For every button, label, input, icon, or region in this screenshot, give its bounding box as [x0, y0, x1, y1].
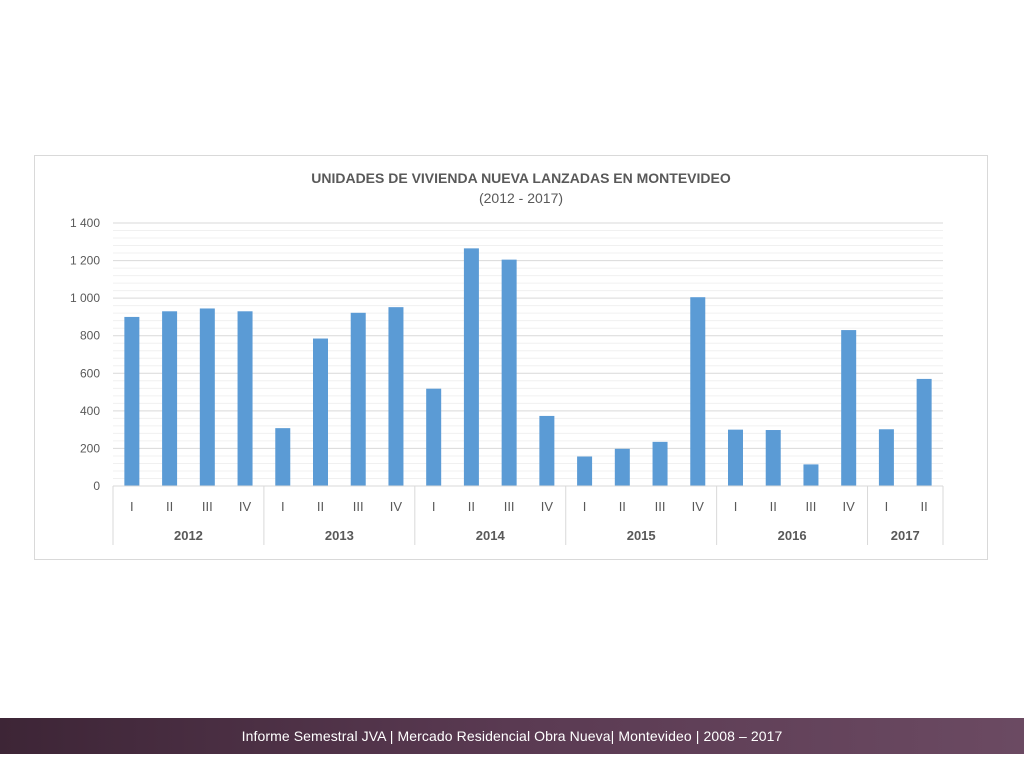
x-tick-label-quarter: I — [583, 499, 587, 514]
bar — [388, 307, 404, 486]
x-tick-label-quarter: II — [770, 499, 777, 514]
x-group-label-year: 2013 — [325, 528, 354, 543]
bar — [841, 330, 857, 486]
bar — [350, 312, 366, 486]
x-tick-label-quarter: IV — [843, 499, 856, 514]
footer-text: Informe Semestral JVA | Mercado Residenc… — [241, 728, 783, 744]
x-axis: I II III IV I II III IV I II III IV I II III IV I II III IV… — [112, 485, 944, 545]
x-tick-label-quarter: I — [130, 499, 134, 514]
y-tick-label: 600 — [80, 366, 100, 380]
bar — [878, 429, 894, 486]
bar — [463, 248, 479, 486]
x-tick-label-quarter: II — [619, 499, 626, 514]
x-tick-label-quarter: II — [921, 499, 928, 514]
x-group-label-year: 2015 — [627, 528, 656, 543]
x-tick-label-quarter: III — [504, 499, 515, 514]
x-tick-label-quarter: III — [353, 499, 364, 514]
y-tick-label: 800 — [80, 329, 100, 343]
grid-layer — [113, 222, 943, 479]
x-tick-label-quarter: II — [468, 499, 475, 514]
bar — [313, 338, 328, 486]
x-group-label-year: 2016 — [778, 528, 807, 543]
bar — [501, 259, 517, 486]
x-group-label-year: 2014 — [476, 528, 506, 543]
bar — [652, 441, 668, 486]
x-tick-label-quarter: IV — [541, 499, 554, 514]
x-tick-label-quarter: IV — [692, 499, 705, 514]
bar-layer — [124, 248, 932, 486]
bar — [690, 297, 706, 486]
bar — [199, 308, 215, 486]
y-tick-label: 1 400 — [70, 216, 100, 230]
bar — [916, 378, 932, 486]
bar — [614, 448, 630, 486]
y-tick-label: 0 — [93, 479, 100, 493]
x-tick-label-quarter: I — [432, 499, 436, 514]
x-tick-label-quarter: II — [166, 499, 173, 514]
x-tick-label-quarter: IV — [239, 499, 252, 514]
bar — [539, 415, 555, 486]
x-tick-label-quarter: I — [281, 499, 285, 514]
x-tick-label-quarter: III — [806, 499, 817, 514]
bar — [577, 456, 593, 486]
y-tick-label: 200 — [80, 441, 100, 455]
chart-subtitle: (2012 - 2017) — [478, 190, 564, 206]
bar — [765, 430, 781, 486]
x-tick-label-quarter: I — [885, 499, 889, 514]
x-tick-label-quarter: IV — [390, 499, 403, 514]
x-tick-label-quarter: III — [655, 499, 666, 514]
x-group-label-year: 2017 — [891, 528, 920, 543]
bar — [728, 429, 743, 486]
y-tick-label: 1 200 — [70, 254, 100, 268]
chart-title: UNIDADES DE VIVIENDA NUEVA LANZADAS EN M… — [311, 170, 731, 186]
x-group-label-year: 2012 — [174, 528, 203, 543]
bar — [237, 311, 253, 486]
bar — [803, 464, 819, 486]
bar — [275, 428, 291, 486]
bar — [426, 388, 442, 486]
bar — [124, 316, 140, 486]
x-tick-label-quarter: I — [734, 499, 738, 514]
y-tick-label: 400 — [80, 404, 100, 418]
x-tick-label-quarter: III — [202, 499, 213, 514]
bar — [162, 311, 178, 486]
x-tick-label-quarter: II — [317, 499, 324, 514]
footer-band — [0, 718, 1024, 754]
y-tick-label: 1 000 — [70, 291, 100, 305]
y-axis-ticks: 0 200 400 600 800 1 000 1 200 1 400 — [70, 216, 100, 493]
